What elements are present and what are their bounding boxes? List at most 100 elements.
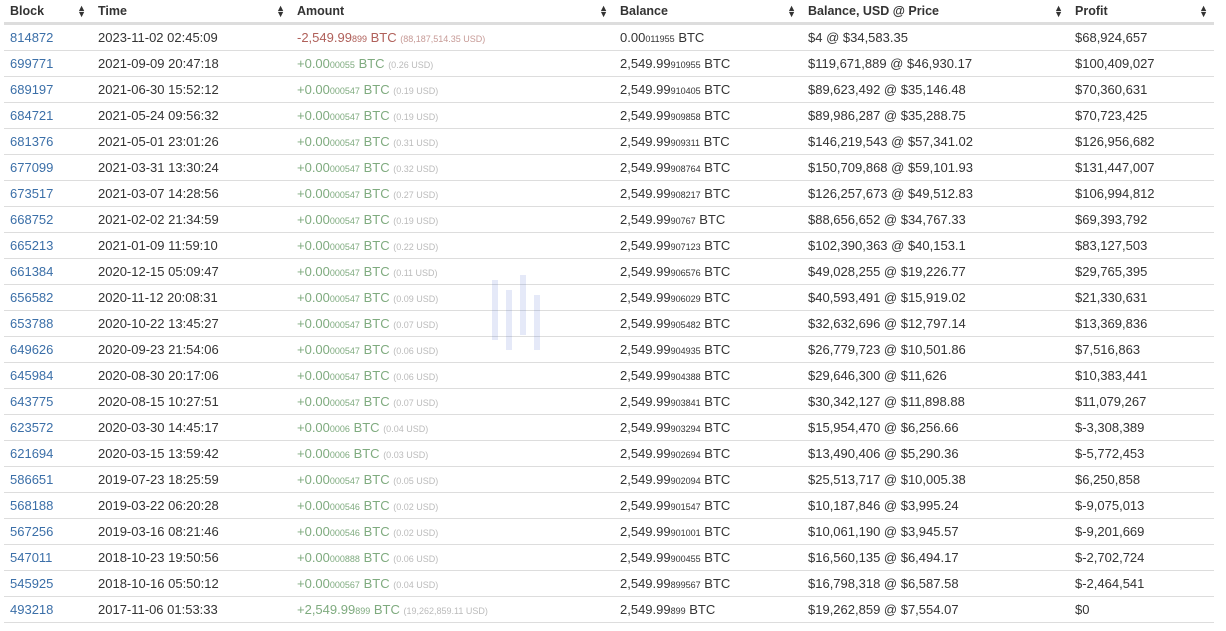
table-row: 567256 2019-03-16 08:21:46 +0.00000546 B… — [4, 518, 1214, 545]
block-cell: 567256 — [4, 518, 92, 545]
profit-cell: $-2,702,724 — [1069, 544, 1214, 571]
block-link[interactable]: 681376 — [10, 134, 54, 149]
balance-cell: 2,549.99899 BTC — [614, 596, 802, 623]
balance-small-digits: 90767 — [670, 216, 696, 226]
block-cell: 623572 — [4, 414, 92, 441]
balance-cell: 2,549.99901547 BTC — [614, 492, 802, 519]
profit-cell: $70,723,425 — [1069, 102, 1214, 129]
column-header-profit[interactable]: Profit ▲ ▼ — [1069, 0, 1214, 25]
balance-usd-cell: $10,061,190 @ $3,945.57 — [802, 518, 1069, 545]
balance-small-digits: 907123 — [670, 242, 701, 252]
sort-icon[interactable]: ▲ ▼ — [1199, 3, 1208, 19]
column-header-block[interactable]: Block ▲ ▼ — [4, 0, 92, 25]
balance-main: 2,549.99 — [620, 524, 671, 539]
block-link[interactable]: 643775 — [10, 394, 54, 409]
balance-usd-cell: $146,219,543 @ $57,341.02 — [802, 128, 1069, 155]
sort-icon[interactable]: ▲ ▼ — [77, 3, 86, 19]
amount-cell: +0.00000547 BTC (0.07 USD) — [291, 310, 614, 337]
profit-cell: $29,765,395 — [1069, 258, 1214, 285]
balance-cell: 0.00011955 BTC — [614, 23, 802, 51]
balance-main: 2,549.99 — [620, 368, 671, 383]
amount-small-digits: 000547 — [329, 112, 360, 122]
block-link[interactable]: 567256 — [10, 524, 54, 539]
balance-main: 2,549.99 — [620, 264, 671, 279]
balance-cell: 2,549.99903841 BTC — [614, 388, 802, 415]
table-row: 623572 2020-03-30 14:45:17 +0.000006 BTC… — [4, 414, 1214, 441]
sort-icon[interactable]: ▲ ▼ — [276, 3, 285, 19]
balance-usd-cell: $49,028,255 @ $19,226.77 — [802, 258, 1069, 285]
amount-small-digits: 000546 — [329, 528, 360, 538]
sort-icon[interactable]: ▲ ▼ — [1054, 3, 1063, 19]
amount-small-digits: 000547 — [329, 372, 360, 382]
block-link[interactable]: 656582 — [10, 290, 54, 305]
balance-usd-cell: $89,986,287 @ $35,288.75 — [802, 102, 1069, 129]
block-link[interactable]: 699771 — [10, 56, 54, 71]
block-link[interactable]: 568188 — [10, 498, 54, 513]
time-cell: 2020-09-23 21:54:06 — [92, 336, 291, 363]
amount-unit: BTC — [363, 160, 390, 175]
block-link[interactable]: 547011 — [10, 550, 53, 565]
block-link[interactable]: 649626 — [10, 342, 54, 357]
balance-main: 2,549.99 — [620, 576, 671, 591]
table-row: 681376 2021-05-01 23:01:26 +0.00000547 B… — [4, 128, 1214, 155]
block-link[interactable]: 645984 — [10, 368, 54, 383]
block-cell: 689197 — [4, 76, 92, 103]
block-link[interactable]: 689197 — [10, 82, 54, 97]
block-link[interactable]: 623572 — [10, 420, 54, 435]
column-header-balance-usd[interactable]: Balance, USD @ Price ▲ ▼ — [802, 0, 1069, 25]
amount-small-digits: 000567 — [329, 580, 360, 590]
column-header-time[interactable]: Time ▲ ▼ — [92, 0, 291, 25]
balance-main: 2,549.99 — [620, 212, 671, 227]
column-header-balance[interactable]: Balance ▲ ▼ — [614, 0, 802, 25]
time-cell: 2019-07-23 18:25:59 — [92, 466, 291, 493]
balance-small-digits: 909311 — [670, 138, 700, 148]
balance-unit: BTC — [704, 160, 731, 175]
time-cell: 2021-03-31 13:30:24 — [92, 154, 291, 181]
amount-cell: -2,549.99899 BTC (88,187,514.35 USD) — [291, 23, 614, 51]
block-cell: 568188 — [4, 492, 92, 519]
block-link[interactable]: 665213 — [10, 238, 54, 253]
block-link[interactable]: 661384 — [10, 264, 54, 279]
block-link[interactable]: 677099 — [10, 160, 54, 175]
balance-unit: BTC — [704, 108, 731, 123]
amount-main: +0.00 — [297, 368, 330, 383]
block-link[interactable]: 684721 — [10, 108, 54, 123]
profit-cell: $-5,772,453 — [1069, 440, 1214, 467]
block-link[interactable]: 668752 — [10, 212, 54, 227]
table-row: 547011 2018-10-23 19:50:56 +0.00000888 B… — [4, 544, 1214, 571]
sort-icon[interactable]: ▲ ▼ — [787, 3, 796, 19]
amount-main: +0.00 — [297, 56, 330, 71]
amount-unit: BTC — [363, 212, 390, 227]
profit-cell: $68,924,657 — [1069, 23, 1214, 51]
amount-usd: (0.32 USD) — [393, 164, 439, 174]
column-header-amount[interactable]: Amount ▲ ▼ — [291, 0, 614, 25]
table-row: 699771 2021-09-09 20:47:18 +0.0000055 BT… — [4, 50, 1214, 77]
balance-cell: 2,549.99904388 BTC — [614, 362, 802, 389]
block-link[interactable]: 653788 — [10, 316, 54, 331]
table-row: 673517 2021-03-07 14:28:56 +0.00000547 B… — [4, 180, 1214, 207]
balance-usd-cell: $15,954,470 @ $6,256.66 — [802, 414, 1069, 441]
time-cell: 2021-05-01 23:01:26 — [92, 128, 291, 155]
block-link[interactable]: 586651 — [10, 472, 54, 487]
profit-cell: $-9,075,013 — [1069, 492, 1214, 519]
time-cell: 2023-11-02 02:45:09 — [92, 23, 291, 51]
balance-small-digits: 903294 — [670, 424, 701, 434]
balance-main: 2,549.99 — [620, 316, 671, 331]
balance-main: 2,549.99 — [620, 342, 671, 357]
block-link[interactable]: 814872 — [10, 30, 54, 45]
block-link[interactable]: 493218 — [10, 602, 54, 617]
sort-icon[interactable]: ▲ ▼ — [599, 3, 608, 19]
balance-cell: 2,549.99910955 BTC — [614, 50, 802, 77]
block-link[interactable]: 673517 — [10, 186, 54, 201]
amount-unit: BTC — [363, 368, 390, 383]
profit-cell: $70,360,631 — [1069, 76, 1214, 103]
balance-main: 2,549.99 — [620, 446, 671, 461]
block-link[interactable]: 621694 — [10, 446, 54, 461]
table-row: 656582 2020-11-12 20:08:31 +0.00000547 B… — [4, 284, 1214, 311]
balance-small-digits: 899567 — [670, 580, 701, 590]
amount-main: +0.00 — [297, 186, 330, 201]
amount-usd: (0.02 USD) — [393, 502, 439, 512]
balance-cell: 2,549.99905482 BTC — [614, 310, 802, 337]
block-link[interactable]: 545925 — [10, 576, 54, 591]
time-cell: 2020-08-15 10:27:51 — [92, 388, 291, 415]
